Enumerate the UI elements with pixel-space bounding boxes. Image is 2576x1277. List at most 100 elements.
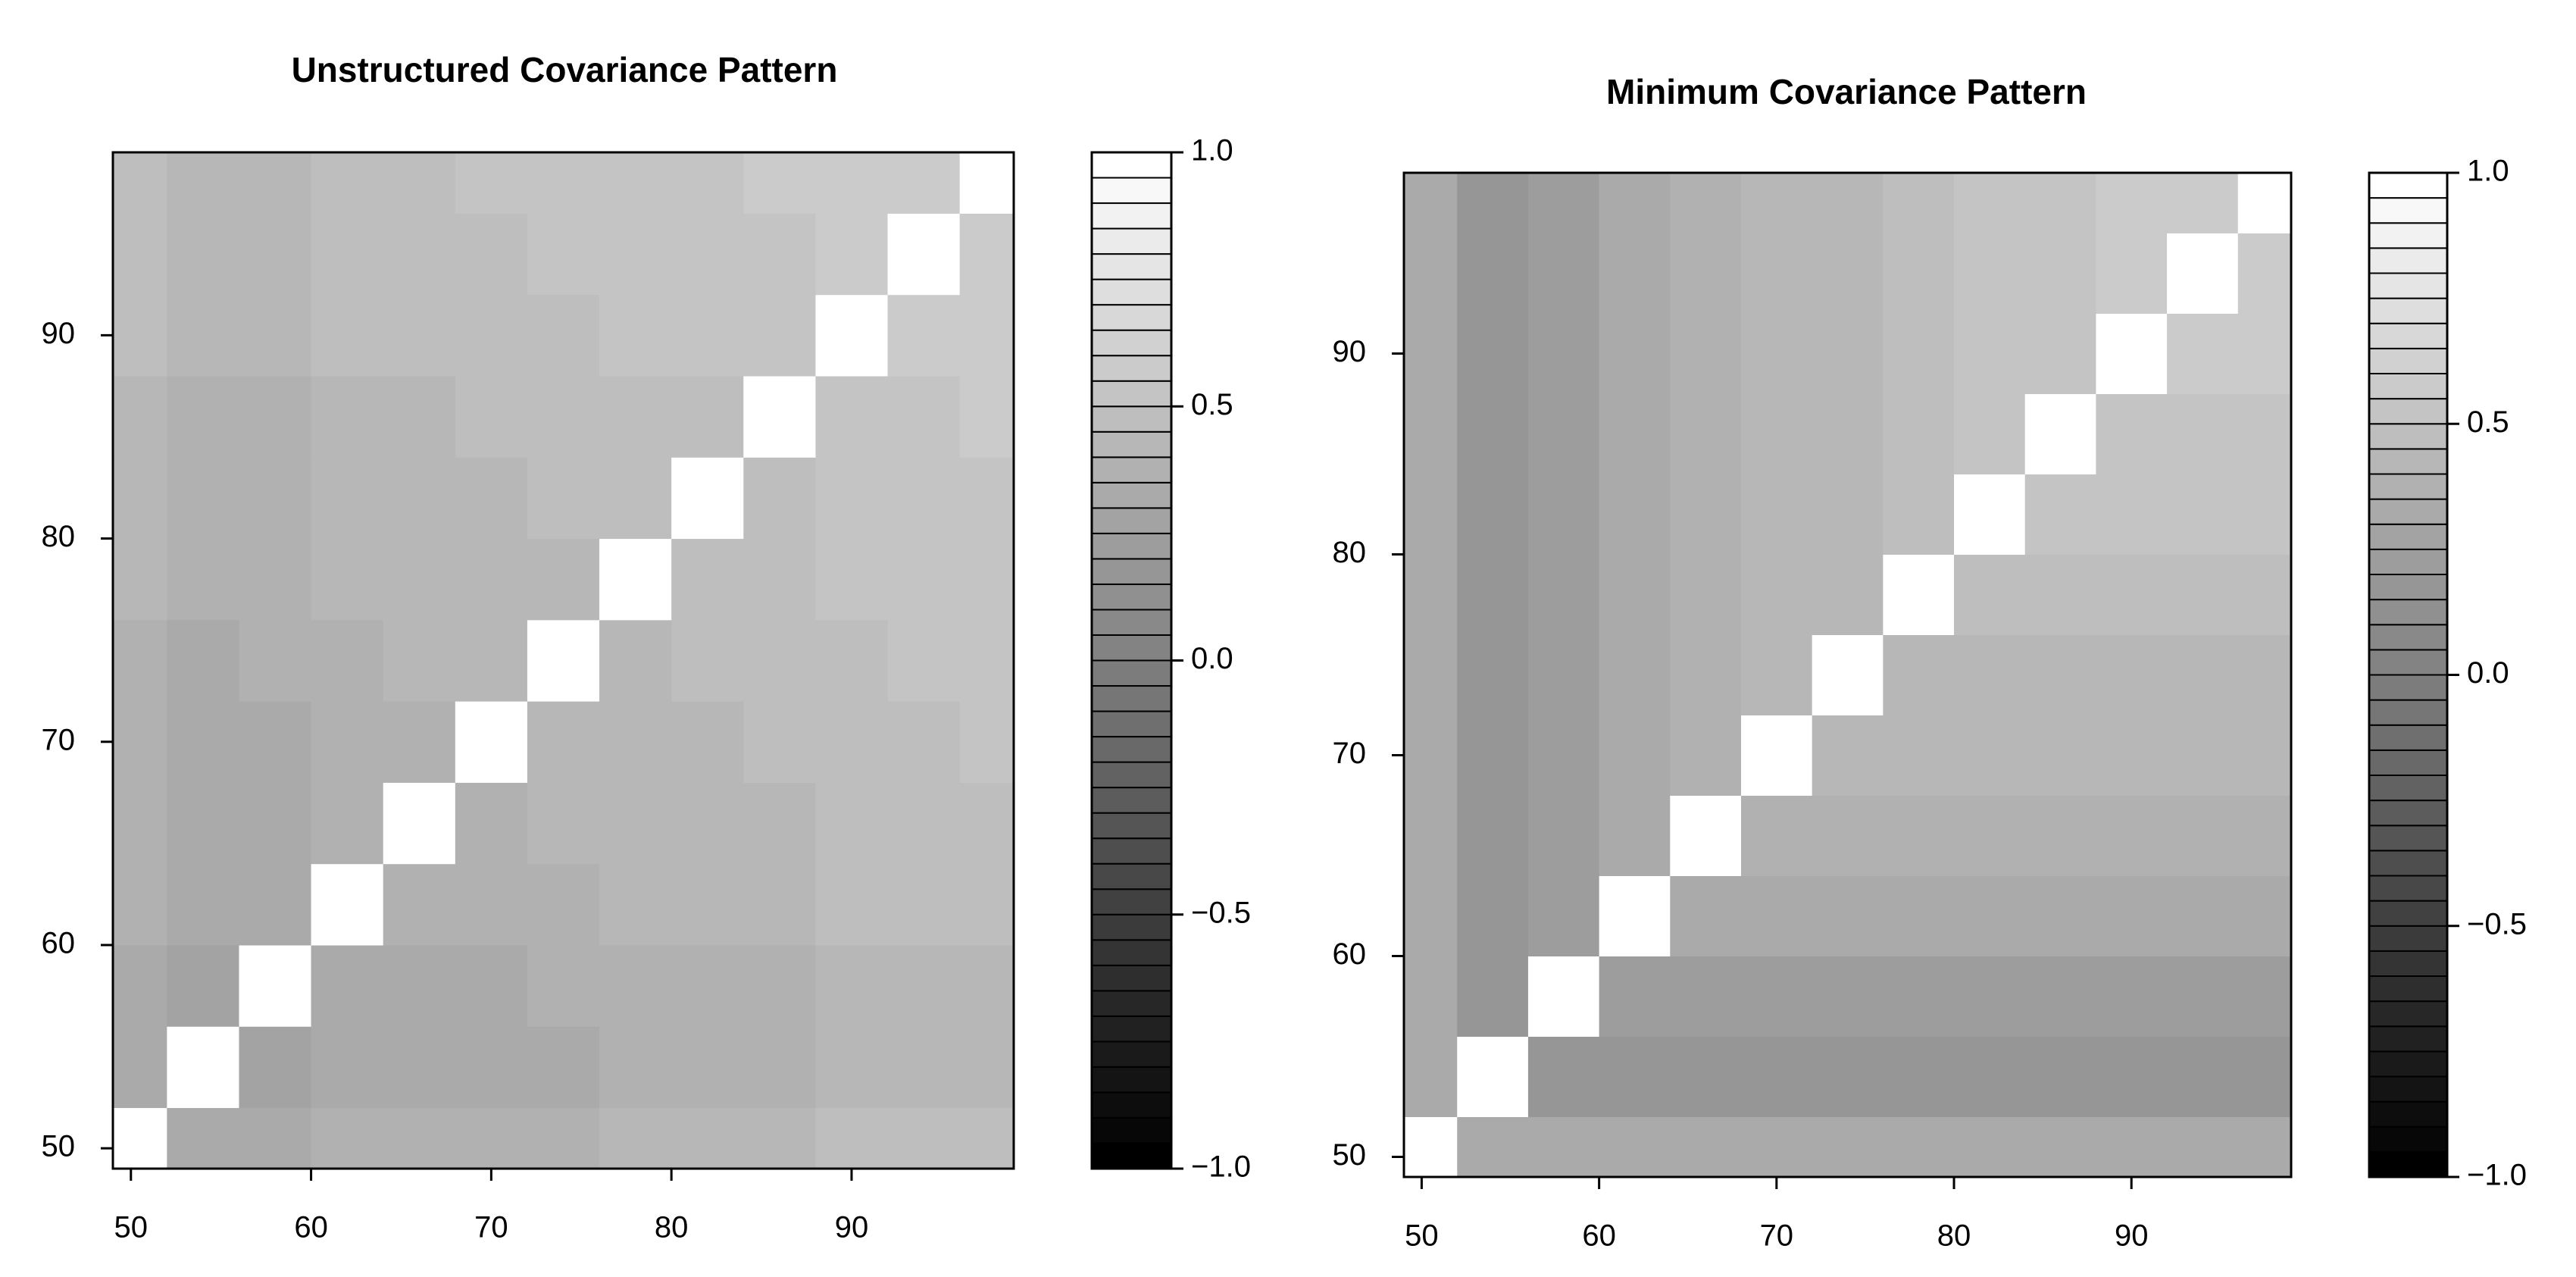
heatmap-cell <box>1812 1116 1884 1177</box>
heatmap-cell <box>1527 634 1600 715</box>
heatmap-cell <box>959 782 1014 865</box>
colorbar-band <box>2368 649 2448 676</box>
heatmap-cell <box>743 213 816 296</box>
colorbar-band <box>1091 481 1172 509</box>
y-tick-label: 80 <box>1333 536 1367 569</box>
plot-frame <box>1402 171 2293 1178</box>
heatmap-cell <box>2237 393 2291 474</box>
heatmap-cell <box>1457 634 1529 715</box>
heatmap-cell <box>2237 634 2291 715</box>
x-tick-label: 80 <box>1937 1219 1971 1253</box>
heatmap-cell <box>1812 554 1884 635</box>
heatmap-cell <box>1457 956 1529 1037</box>
heatmap-cell <box>1670 554 1742 635</box>
heatmap-cell <box>2167 715 2239 796</box>
heatmap-cell <box>311 1026 384 1109</box>
heatmap-cell <box>1599 1116 1671 1177</box>
heatmap-cell <box>1812 173 1884 233</box>
colorbar-band <box>2368 1000 2448 1028</box>
heatmap-cell <box>671 1107 744 1169</box>
heatmap-cell <box>599 944 672 1027</box>
heatmap-cell <box>383 1026 456 1109</box>
heatmap-cell <box>455 213 528 296</box>
heatmap-cell <box>959 863 1014 946</box>
heatmap-cell <box>167 457 239 540</box>
heatmap-cell <box>1740 554 1813 635</box>
heatmap-cell <box>383 701 456 783</box>
heatmap-cell <box>1670 795 1742 876</box>
heatmap-cell <box>1954 173 2026 233</box>
heatmap-cell <box>887 376 961 458</box>
colorbar-band <box>1091 278 1172 306</box>
heatmap-cell <box>887 863 961 946</box>
heatmap-cell <box>959 701 1014 783</box>
heatmap-cell <box>1740 715 1813 796</box>
y-tick-label: 70 <box>42 723 76 756</box>
heatmap-cell <box>1527 173 1600 233</box>
heatmap-cell <box>1527 393 1600 474</box>
heatmap-cell <box>2024 233 2096 314</box>
heatmap-cell <box>671 782 744 865</box>
colorbar-tick-label: 0.5 <box>1191 388 1233 421</box>
heatmap-cell <box>1954 715 2026 796</box>
colorbar-band <box>1091 710 1172 738</box>
heatmap-cell <box>815 457 889 540</box>
heatmap-cell <box>743 1026 816 1109</box>
heatmap-cell <box>2096 173 2168 233</box>
heatmap-cell <box>527 294 600 377</box>
heatmap-cell <box>527 1107 600 1169</box>
heatmap-cell <box>2167 474 2239 555</box>
y-tick-label: 70 <box>1333 737 1367 770</box>
colorbar-band <box>2368 699 2448 726</box>
colorbar-band <box>2368 925 2448 952</box>
heatmap-cell <box>2096 233 2168 314</box>
x-tick-label: 70 <box>1760 1219 1794 1253</box>
heatmap-cell <box>113 1107 167 1169</box>
heatmap-cell <box>1670 173 1742 233</box>
heatmap-cell <box>2096 313 2168 394</box>
heatmap-cell <box>1404 393 1458 474</box>
heatmap-cell <box>1599 795 1671 876</box>
heatmap-cell <box>311 538 384 621</box>
heatmap-cell <box>1404 1116 1458 1177</box>
heatmap-cell <box>815 294 889 377</box>
x-tick-label: 90 <box>2115 1219 2149 1253</box>
y-tick-label: 60 <box>42 927 76 960</box>
plot-frame <box>111 151 1015 1170</box>
heatmap-cell <box>1812 875 1884 956</box>
heatmap-cell <box>599 863 672 946</box>
heatmap-cell <box>1527 795 1600 876</box>
heatmap-cell <box>2096 1116 2168 1177</box>
heatmap-cell <box>959 1107 1014 1169</box>
heatmap-cell <box>311 944 384 1027</box>
heatmap-cell <box>2167 1036 2239 1117</box>
heatmap-cell <box>2024 1036 2096 1117</box>
heatmap-cell <box>2167 956 2239 1037</box>
heatmap-cell <box>2237 554 2291 635</box>
heatmap-cell <box>1883 313 1955 394</box>
y-tick-label: 90 <box>1333 335 1367 368</box>
heatmap-cell <box>2024 634 2096 715</box>
heatmap-cell <box>2024 173 2096 233</box>
heatmap-cell <box>239 782 312 865</box>
heatmap-cell <box>1599 313 1671 394</box>
heatmap-cell <box>239 619 312 702</box>
heatmap-cell <box>1883 233 1955 314</box>
heatmap-cell <box>815 619 889 702</box>
colorbar-band <box>2368 1025 2448 1053</box>
heatmap-cell <box>1812 956 1884 1037</box>
heatmap-cell <box>1812 795 1884 876</box>
colorbar-band <box>1091 380 1172 408</box>
colorbar-band <box>2368 1075 2448 1103</box>
heatmap-cell <box>1404 956 1458 1037</box>
heatmap-cell <box>671 538 744 621</box>
heatmap-cell <box>599 619 672 702</box>
colorbar-band <box>2368 599 2448 626</box>
heatmap-cell <box>1404 634 1458 715</box>
heatmap-cell <box>2024 474 2096 555</box>
colorbar-band <box>2368 222 2448 249</box>
colorbar-band <box>2368 975 2448 1003</box>
heatmap-cell <box>599 1107 672 1169</box>
heatmap-cell <box>167 152 239 214</box>
